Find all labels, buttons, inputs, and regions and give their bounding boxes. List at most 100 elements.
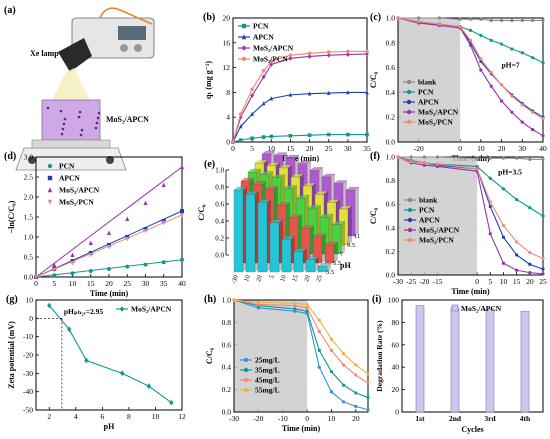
data-point [243, 387, 249, 393]
bar-top [252, 181, 267, 185]
data-point [528, 206, 532, 210]
data-point [489, 84, 493, 88]
bar-top [309, 167, 324, 171]
panel-d: 0 5 10 15 20 25 30 35 40 0.0 0.5 1.0 1.5 2.0 2.5 3.0 Tim… [4, 151, 186, 298]
data-point [120, 370, 125, 377]
panel-label: (h) [204, 294, 216, 305]
data-point [342, 352, 346, 356]
time-tick-label: -30 [230, 274, 240, 285]
data-point [241, 34, 247, 40]
data-point [365, 132, 369, 137]
data-point [422, 155, 426, 159]
data-point [406, 79, 412, 85]
bar-3d [293, 251, 304, 273]
bar-side [341, 221, 345, 254]
data-point [531, 110, 535, 114]
x-tick-label: 5 [52, 279, 56, 288]
y-tick-label: 0.0 [24, 273, 34, 282]
x-tick-label: 10 [477, 144, 485, 153]
y-tick-label: 0.8 [222, 318, 232, 327]
particle [62, 122, 66, 126]
particle [80, 128, 84, 132]
panel-label: (c) [370, 12, 381, 23]
x-axis-label: Time (min) [451, 287, 490, 296]
x-tick-label: 5 [250, 144, 254, 153]
data-point [261, 74, 266, 80]
data-point [417, 16, 421, 20]
data-point [243, 377, 249, 383]
x-axis-label: Time (min) [282, 424, 321, 433]
panel-label: (b) [203, 12, 215, 23]
data-point [541, 214, 545, 218]
bar-side [334, 241, 338, 263]
data-point [52, 267, 57, 273]
bar [520, 310, 530, 413]
data-point [468, 17, 473, 21]
legend-label: APCN [253, 33, 274, 42]
y-tick-label: 0.6 [215, 201, 224, 209]
panel-f: -30 -25 -20 -15 0 5 10 15 20 25 0.0 0.2 0.4 0.6 0.8 1.0… [369, 151, 547, 296]
data-point [238, 114, 243, 120]
data-point [70, 252, 75, 257]
y-tick-label: 1.5 [24, 213, 34, 222]
x-tick-label: 20 [526, 277, 534, 286]
data-point [468, 43, 473, 47]
series-line [397, 156, 544, 259]
data-point [407, 217, 413, 223]
time-tick-label: 20 [255, 274, 264, 283]
time-tick-label: 25 [315, 274, 324, 283]
y-tick-label: 12 [223, 63, 231, 72]
x-tick-label: -30 [229, 414, 239, 423]
legend-swatch [451, 304, 459, 312]
legend-label: PCN [59, 162, 75, 171]
data-point [47, 302, 52, 309]
plot-frame [401, 299, 544, 413]
stirrer-knob [28, 156, 36, 164]
bar-side [348, 205, 352, 245]
data-point [422, 161, 426, 165]
bar-top [333, 180, 348, 184]
y-tick-label: 20 [392, 385, 400, 394]
data-point [354, 373, 358, 377]
x-axis-label: Time (min) [90, 289, 129, 298]
data-point [354, 391, 358, 395]
x-tick-label: 15 [513, 277, 521, 286]
panel-g: 2 4 6 8 10 12 -50 -40 -30 -20 -10 0 10 pH Zeta potenti… [6, 294, 186, 431]
x-tick-label: -15 [433, 277, 443, 286]
y-tick-label: 0 [226, 138, 230, 147]
data-point [407, 207, 413, 213]
data-point [288, 92, 293, 97]
data-point [288, 53, 293, 57]
y-tick-label: 40 [392, 363, 400, 372]
series-line [397, 156, 544, 275]
data-point [342, 363, 346, 367]
data-point [125, 264, 130, 269]
particle [63, 117, 67, 121]
data-point [499, 83, 504, 87]
data-point [70, 271, 75, 276]
particle [46, 106, 50, 110]
bar-top [240, 177, 255, 182]
series-line [232, 134, 367, 143]
y-tick-label: 3.0 [24, 153, 34, 162]
x-tick-label: 30 [519, 144, 527, 153]
y-tick-label: 1.0 [386, 14, 396, 23]
data-point [475, 156, 479, 160]
data-point [180, 213, 184, 218]
data-point [47, 163, 53, 169]
data-point [528, 271, 532, 275]
data-point [488, 200, 492, 204]
data-point [407, 227, 413, 233]
data-point [143, 200, 148, 205]
legend-label: MoS₂/APCN [418, 108, 459, 117]
y-tick-label: 0 [395, 408, 399, 417]
bar-top [293, 248, 308, 252]
x-tick-label: 6 [100, 412, 104, 421]
data-point [342, 400, 346, 404]
y-axis-label: C/C₀ [369, 71, 378, 88]
legend-label: PCN [253, 22, 269, 31]
bar-3d [233, 189, 244, 273]
bar-top [273, 152, 288, 156]
data-point [510, 110, 514, 114]
